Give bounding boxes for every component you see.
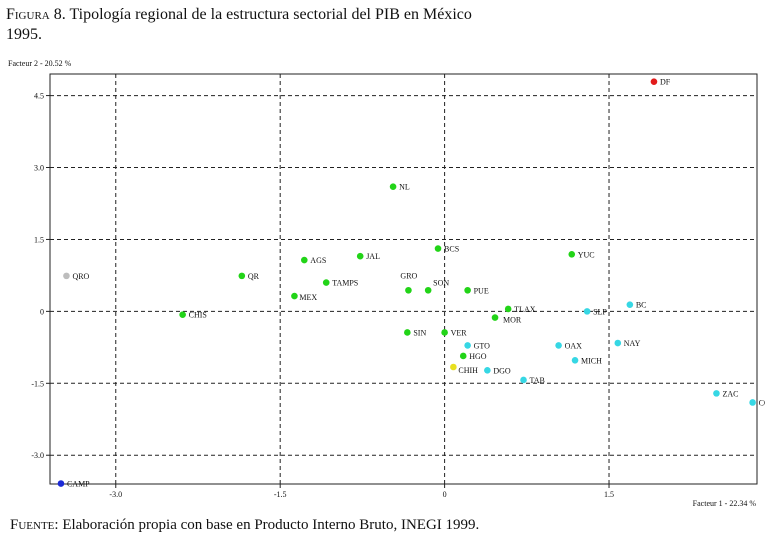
- data-point-tlax: [504, 305, 512, 313]
- data-label-tlax: TLAX: [514, 305, 536, 314]
- x-axis-label: Facteur 1 - 22.34 %: [693, 499, 757, 508]
- data-label-nl: NL: [399, 183, 410, 192]
- source-text: Elaboración propia con base en Producto …: [62, 517, 480, 533]
- data-label-chis: CHIS: [189, 311, 207, 320]
- figure-title: Figura 8. Tipología regional de la estru…: [6, 5, 472, 24]
- x-tick-label: 1.5: [604, 490, 614, 499]
- data-point-nl: [389, 183, 397, 190]
- data-points: DF NL BCS YUC JAL AGS QRO QR TAMPS GRO SON PUE MEX BC…: [57, 78, 765, 489]
- source-label: Fuente:: [10, 517, 59, 533]
- data-point-mich: [571, 356, 579, 364]
- data-point-pue: [464, 286, 471, 294]
- y-axis-label: Facteur 2 - 20.52 %: [8, 59, 72, 68]
- source-note: Fuente: Elaboración propia con base en P…: [10, 517, 479, 534]
- scatter-chart: -3.0 -1.5 0 1.5 4.5 3.0 1.5 0 -1.5 -3.0 Facteur 2…: [8, 59, 765, 508]
- plot-frame: [49, 73, 758, 485]
- data-point-oax: [555, 342, 562, 349]
- data-label-slp: SLP: [593, 307, 607, 316]
- data-label-jal: JAL: [366, 252, 380, 261]
- y-tick-label: 1.5: [34, 235, 44, 244]
- data-label-qro: QRO: [72, 272, 89, 281]
- data-point-qr: [238, 272, 246, 280]
- data-label-ags: AGS: [310, 256, 326, 265]
- data-label-chih: CHIH: [458, 366, 478, 375]
- data-point-camp: [57, 480, 65, 487]
- data-point-jal: [356, 252, 364, 260]
- data-label-gto: GTO: [474, 341, 491, 350]
- data-point-dgo: [484, 367, 491, 374]
- data-point-df: [650, 78, 658, 85]
- data-point-coah: [749, 399, 756, 406]
- y-tick-label: 4.5: [34, 92, 44, 101]
- data-label-bcs: BCS: [444, 245, 459, 254]
- data-point-mor: [491, 314, 499, 321]
- data-point-tamps: [322, 279, 330, 286]
- data-label-mex: MEX: [299, 293, 317, 302]
- data-point-ags: [301, 256, 308, 264]
- data-label-zac: ZAC: [722, 389, 738, 398]
- data-point-qro: [63, 272, 70, 280]
- figure-year: 1995.: [6, 26, 42, 43]
- data-label-oax: OAX: [565, 341, 583, 350]
- data-point-bc: [626, 301, 634, 308]
- data-label-bc: BC: [636, 301, 647, 310]
- data-point-son: [424, 286, 432, 294]
- data-label-son: SON: [433, 278, 449, 287]
- data-label-ver: VER: [451, 328, 468, 337]
- data-label-nay: NAY: [624, 339, 641, 348]
- data-label-mor: MOR: [503, 316, 522, 325]
- data-label-gro: GRO: [400, 271, 417, 280]
- data-point-mex: [291, 292, 298, 300]
- data-label-camp: CAMP: [67, 480, 90, 489]
- y-tick-label: 0: [40, 307, 44, 316]
- data-label-sin: SIN: [413, 328, 426, 337]
- data-point-hgo: [459, 352, 467, 360]
- data-point-gro: [405, 286, 412, 294]
- data-point-sin: [404, 329, 411, 336]
- x-tick-label: -3.0: [109, 490, 122, 499]
- figure-title-text: Tipología regional de la estructura sect…: [69, 6, 472, 23]
- data-point-chis: [179, 311, 186, 319]
- tick-labels: -3.0 -1.5 0 1.5 4.5 3.0 1.5 0 -1.5 -3.0: [31, 92, 614, 499]
- data-point-zac: [713, 390, 720, 397]
- data-label-dgo: DGO: [493, 366, 511, 375]
- data-point-ver: [441, 329, 448, 336]
- x-tick-label: 0: [443, 490, 447, 499]
- data-label-qr: QR: [248, 272, 260, 281]
- grid-lines: [46, 74, 757, 488]
- y-tick-label: 3.0: [34, 164, 44, 173]
- data-label-mich: MICH: [581, 356, 602, 365]
- data-label-coah: COAH: [759, 398, 765, 407]
- data-point-yuc: [568, 251, 576, 258]
- data-point-tab: [520, 376, 527, 384]
- data-label-hgo: HGO: [469, 352, 487, 361]
- data-point-bcs: [434, 245, 442, 252]
- data-label-yuc: YUC: [578, 250, 595, 259]
- data-point-chih: [450, 363, 457, 371]
- y-tick-label: -3.0: [31, 451, 44, 460]
- data-point-nay: [614, 339, 622, 347]
- data-label-pue: PUE: [474, 286, 489, 295]
- data-label-df: DF: [660, 78, 671, 87]
- data-label-tamps: TAMPS: [332, 279, 358, 288]
- figure-label: Figura 8.: [6, 6, 66, 23]
- data-point-gto: [464, 342, 471, 349]
- data-point-slp: [583, 308, 591, 315]
- y-tick-label: -1.5: [31, 379, 44, 388]
- data-label-tab: TAB: [530, 376, 545, 385]
- x-tick-label: -1.5: [274, 490, 287, 499]
